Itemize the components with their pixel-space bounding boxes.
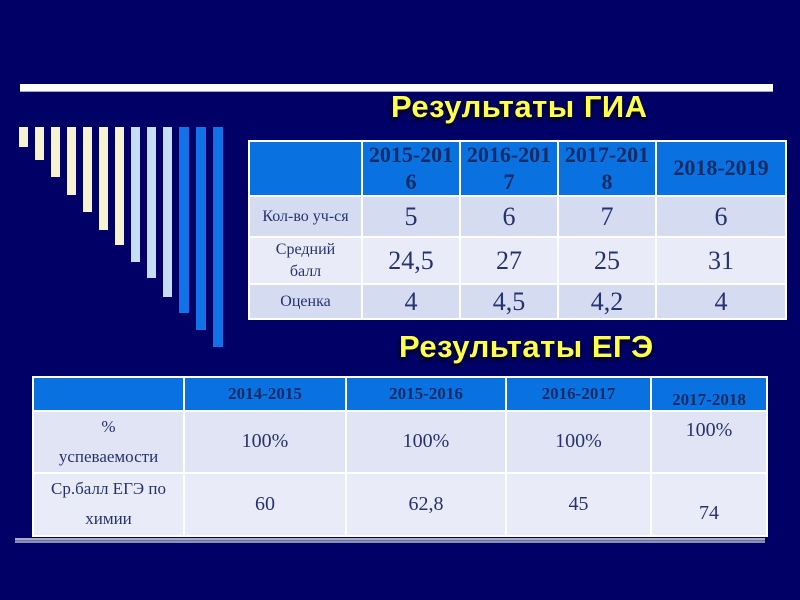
gia-column-header-2017-2018: 2017-2018 bbox=[557, 140, 657, 197]
cell-value: 24,5 bbox=[361, 236, 461, 285]
gia-row-average-score: Средний балл 24,5 27 25 31 bbox=[248, 236, 787, 285]
ege-row-pass-rate: % успеваемости 100% 100% 100% 100% bbox=[32, 410, 768, 474]
decorative-bar bbox=[83, 127, 92, 212]
ege-table: 2014-2015 2015-2016 2016-2017 2017-2018 … bbox=[32, 376, 768, 537]
cell-value: 6 bbox=[655, 195, 787, 238]
row-label: Оценка bbox=[248, 283, 363, 320]
cell-value: 25 bbox=[557, 236, 657, 285]
cell-value: 6 bbox=[459, 195, 559, 238]
gia-column-header-2016-2017: 2016-2017 bbox=[459, 140, 559, 197]
gia-corner-cell bbox=[248, 140, 363, 197]
cell-value: 100% bbox=[505, 410, 652, 474]
top-divider bbox=[20, 84, 773, 91]
gia-column-header-2018-2019: 2018-2019 bbox=[655, 140, 787, 197]
gia-header-row: 2015-2016 2016-2017 2017-2018 2018-2019 bbox=[248, 140, 787, 197]
decorative-bar bbox=[213, 127, 223, 347]
cell-value: 100% bbox=[650, 410, 768, 474]
cell-value: 27 bbox=[459, 236, 559, 285]
decorative-bar bbox=[196, 127, 206, 330]
gia-row-grade: Оценка 4 4,5 4,2 4 bbox=[248, 283, 787, 320]
decorative-bar bbox=[179, 127, 189, 313]
gia-title: Результаты ГИА bbox=[391, 89, 648, 124]
cell-value: 4 bbox=[655, 283, 787, 320]
cell-value: 45 bbox=[505, 471, 652, 537]
decorative-bar bbox=[35, 127, 44, 160]
decorative-bar bbox=[99, 127, 108, 230]
ege-title: Результаты ЕГЭ bbox=[399, 329, 654, 364]
cell-value: 62,8 bbox=[345, 471, 507, 537]
decorative-bar bbox=[163, 127, 172, 297]
ege-row-chemistry-average: Ср.балл ЕГЭ по химии 60 62,8 45 74 bbox=[32, 471, 768, 537]
decorative-bar bbox=[147, 127, 156, 278]
cell-value: 4,2 bbox=[557, 283, 657, 320]
cell-value: 4 bbox=[361, 283, 461, 320]
ege-column-header-2017-2018: 2017-2018 bbox=[650, 376, 768, 412]
row-label: Ср.балл ЕГЭ по химии bbox=[32, 471, 185, 537]
row-label: Средний балл bbox=[248, 236, 363, 285]
decorative-bar bbox=[115, 127, 124, 245]
decorative-bars bbox=[19, 127, 223, 347]
cell-value: 31 bbox=[655, 236, 787, 285]
gia-table: 2015-2016 2016-2017 2017-2018 2018-2019 … bbox=[248, 140, 787, 320]
ege-column-header-2016-2017: 2016-2017 bbox=[505, 376, 652, 412]
cell-value: 4,5 bbox=[459, 283, 559, 320]
cell-value: 100% bbox=[345, 410, 507, 474]
decorative-bar bbox=[51, 127, 60, 177]
cell-value: 5 bbox=[361, 195, 461, 238]
ege-corner-cell bbox=[32, 376, 185, 412]
gia-column-header-2015-2016: 2015-2016 bbox=[361, 140, 461, 197]
ege-column-header-2014-2015: 2014-2015 bbox=[183, 376, 347, 412]
decorative-bar bbox=[67, 127, 76, 195]
row-label: % успеваемости bbox=[32, 410, 185, 474]
cell-value: 7 bbox=[557, 195, 657, 238]
bottom-divider bbox=[15, 538, 765, 543]
cell-value: 74 bbox=[650, 471, 768, 537]
cell-value: 100% bbox=[183, 410, 347, 474]
row-label: Кол-во уч-ся bbox=[248, 195, 363, 238]
decorative-bar bbox=[19, 127, 28, 147]
gia-row-students: Кол-во уч-ся 5 6 7 6 bbox=[248, 195, 787, 238]
ege-column-header-2015-2016: 2015-2016 bbox=[345, 376, 507, 412]
decorative-bar bbox=[131, 127, 140, 262]
ege-header-row: 2014-2015 2015-2016 2016-2017 2017-2018 bbox=[32, 376, 768, 412]
cell-value: 60 bbox=[183, 471, 347, 537]
